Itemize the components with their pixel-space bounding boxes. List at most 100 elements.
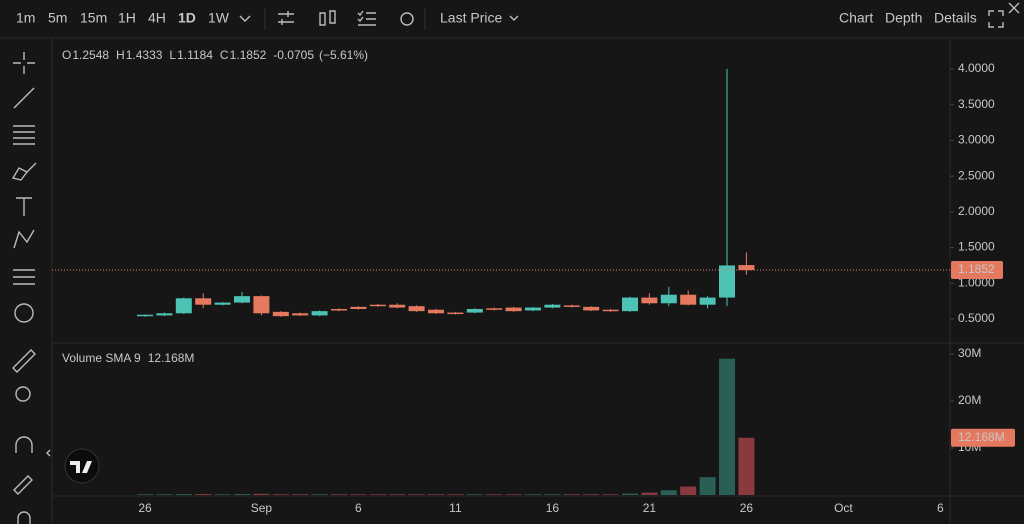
y-tick-label: 3.5000 (958, 97, 995, 111)
zoom-tool[interactable] (15, 386, 31, 402)
volume-bar (389, 494, 406, 495)
volume-bar (195, 494, 212, 495)
candle-body (350, 306, 367, 309)
volume-bar (738, 437, 755, 495)
timeframe-button[interactable]: 15m (80, 10, 107, 26)
x-tick-label: 21 (643, 501, 657, 515)
volume-bar (505, 494, 522, 495)
volume-bar (175, 494, 192, 495)
legend-value: 1.1184 (177, 48, 213, 62)
legend-change: -0.0705 (273, 48, 314, 62)
candle-body (447, 312, 464, 315)
legend-key: H (116, 48, 125, 62)
list-icon[interactable] (357, 10, 376, 26)
emoji-tool[interactable] (14, 303, 34, 323)
volume-bar (350, 494, 367, 495)
timeframe-button[interactable]: 5m (48, 10, 67, 26)
y-tick-label: 20M (958, 393, 981, 407)
volume-bar (699, 477, 716, 495)
fullscreen-icon[interactable] (988, 10, 1004, 28)
candle-body (369, 304, 386, 307)
line-tool[interactable] (13, 87, 35, 109)
sma-value: 12.168M (148, 351, 195, 365)
volume-bar (680, 486, 697, 495)
candle-body (234, 296, 250, 303)
legend-change-pct: (−5.61%) (319, 48, 368, 62)
volume-bar (660, 490, 677, 495)
volume-bar (447, 494, 464, 495)
timeframe-button[interactable]: 1m (16, 10, 35, 26)
timeframe-button[interactable]: 1D (178, 10, 196, 26)
volume-bar (214, 494, 231, 495)
volume-bar (331, 494, 347, 495)
lock-tool[interactable] (17, 511, 31, 524)
candle-body (253, 296, 270, 314)
view-tab[interactable]: Depth (885, 10, 922, 26)
volume-bar (641, 492, 658, 495)
volume-bar (525, 494, 541, 495)
timeframe-button[interactable]: 1W (208, 10, 230, 26)
x-tick-label: 16 (546, 501, 560, 515)
candle-body (583, 306, 600, 311)
crosshair-tool[interactable] (13, 52, 35, 74)
legend-key: C (220, 48, 229, 62)
candle-body (156, 313, 173, 316)
candle-body (428, 309, 444, 314)
candle-body (331, 309, 347, 311)
candle-body (660, 294, 677, 304)
candle-body (544, 304, 561, 308)
collapse-icon[interactable] (46, 449, 51, 457)
toolbar-icons (239, 2, 1020, 30)
tradingview-logo (64, 448, 100, 484)
indicator-icon[interactable] (278, 11, 294, 25)
volume-bar (311, 494, 328, 495)
fib-tool[interactable] (13, 125, 35, 145)
volume-bar (544, 494, 561, 495)
text-tool[interactable] (16, 197, 32, 216)
x-tick-label: 11 (449, 501, 462, 515)
y-tick-label: 30M (958, 346, 981, 360)
volume-bar (253, 493, 270, 495)
candle-type-icon[interactable] (319, 10, 336, 26)
lock-drawing-tool[interactable] (13, 475, 33, 495)
timeframe-button[interactable]: 1H (118, 10, 136, 26)
candle-body (466, 309, 483, 313)
price-dropdown-icon[interactable] (509, 15, 519, 21)
legend-key: O (62, 48, 71, 62)
settings-icon[interactable] (400, 12, 414, 26)
candle-body (738, 265, 755, 271)
legend-key: L (169, 48, 176, 62)
ruler-tool[interactable] (12, 349, 36, 373)
candle-body (175, 298, 192, 314)
prediction-tool[interactable] (13, 269, 35, 285)
close-icon[interactable] (1008, 2, 1020, 14)
volume-bar (486, 494, 503, 495)
volume-title: Volume SMA 9 (62, 351, 141, 365)
legend-value: 1.4333 (126, 48, 163, 62)
volume-bar (563, 494, 580, 495)
volume-bar (156, 494, 173, 495)
dropdown-icon[interactable] (239, 15, 251, 22)
volume-bar (602, 494, 619, 495)
timeframe-button[interactable]: 4H (148, 10, 166, 26)
price-type-select[interactable]: Last Price (440, 10, 502, 26)
candle-body (214, 302, 231, 305)
candle-body (622, 297, 638, 312)
candle-body (699, 297, 716, 305)
candle-body (389, 304, 406, 308)
view-tab[interactable]: Chart (839, 10, 873, 26)
legend-value: 1.2548 (72, 48, 109, 62)
y-tick-label: 4.0000 (958, 61, 995, 75)
volume-bar (719, 358, 735, 495)
y-tick-label: 2.5000 (958, 168, 995, 182)
brush-tool[interactable] (11, 162, 37, 181)
magnet-tool[interactable] (15, 436, 33, 453)
view-tab[interactable]: Details (934, 10, 977, 26)
candle-body (311, 311, 328, 316)
pattern-tool[interactable] (13, 229, 35, 249)
volume-bar (272, 494, 289, 495)
y-tick-label: 0.5000 (958, 311, 995, 325)
y-tick-label: 2.0000 (958, 204, 995, 218)
x-tick-label: Sep (251, 501, 273, 515)
volume-bar (583, 494, 600, 495)
